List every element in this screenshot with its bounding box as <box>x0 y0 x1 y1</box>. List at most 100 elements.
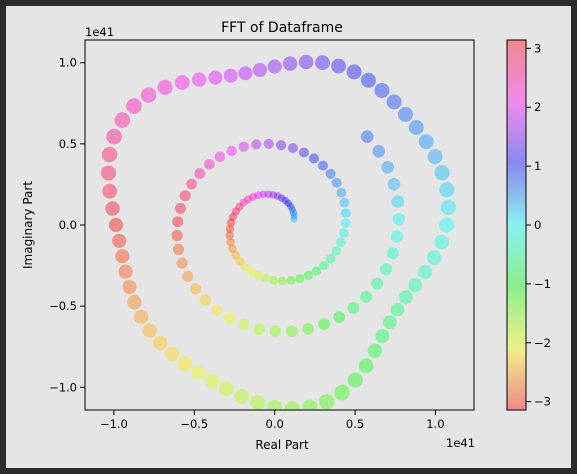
scatter-point <box>231 250 240 260</box>
scatter-point <box>254 191 263 200</box>
scatter-point <box>381 161 395 174</box>
scatter-point <box>289 209 298 217</box>
chart-title: FFT of Dataframe <box>221 20 343 36</box>
scatter-point <box>367 343 383 358</box>
scatter-point <box>318 394 335 410</box>
scatter-point <box>238 141 249 152</box>
scatter-point <box>204 373 220 389</box>
scatter-point <box>398 106 413 122</box>
scatter-point <box>358 358 374 374</box>
scatter-point <box>126 98 142 114</box>
colorbar-tick-label: 2 <box>534 100 541 114</box>
scatter-point <box>164 346 180 362</box>
scatter-point <box>106 128 122 145</box>
scatter-point <box>267 399 283 410</box>
scatter-point <box>267 59 282 74</box>
scatter-point <box>408 278 423 292</box>
scatter-point <box>269 275 279 285</box>
scatter-point <box>386 94 402 110</box>
scatter-point <box>142 323 158 338</box>
x-tick-label: 0.0 <box>266 417 284 431</box>
scatter-point <box>374 83 390 98</box>
scatter-point <box>290 212 298 220</box>
y-tick-label: 1.0 <box>59 56 77 70</box>
scatter-point <box>390 230 404 243</box>
scatter-point <box>186 178 198 190</box>
scatter-point <box>426 250 442 265</box>
y-tick-label: −1.0 <box>49 380 77 394</box>
scatter-point <box>315 55 330 71</box>
scatter-point <box>331 177 342 188</box>
scatter-point <box>302 323 314 335</box>
scatter-point <box>399 290 413 305</box>
scatter-point <box>228 244 237 253</box>
scatter-point <box>127 295 142 310</box>
y-tick-label: 0.5 <box>59 137 77 151</box>
scatter-point <box>253 270 263 280</box>
scatter-point <box>231 207 240 216</box>
scatter-point <box>112 233 127 248</box>
scatter-point <box>250 395 266 410</box>
x-tick-label: 1.0 <box>426 417 444 431</box>
scatter-point <box>290 215 298 223</box>
scatter-point <box>114 112 131 128</box>
scatter-point <box>284 199 292 207</box>
x-axis-label: Real Part <box>255 438 309 452</box>
scatter-point <box>340 218 351 229</box>
scatter-point <box>204 159 215 170</box>
x-offset-label: 1e41 <box>446 436 475 450</box>
scatter-point <box>298 54 314 70</box>
scatter-point <box>261 273 271 283</box>
scatter-point <box>361 72 376 88</box>
scatter-point <box>182 270 194 282</box>
scatter-point <box>226 218 236 227</box>
scatter-point <box>346 64 362 80</box>
y-offset-label: 1e41 <box>85 25 114 39</box>
scatter-point <box>211 304 223 316</box>
scatter-point <box>375 329 390 344</box>
scatter-point <box>331 58 346 74</box>
scatter-point <box>427 149 443 165</box>
scatter-point <box>434 165 450 181</box>
scatter-point <box>273 192 282 200</box>
y-axis-label: Imaginary Part <box>21 181 35 269</box>
scatter-point <box>152 335 168 351</box>
scatter-point <box>199 294 211 306</box>
colorbar-tick-label: 0 <box>534 218 541 232</box>
scatter-point <box>440 199 456 215</box>
scatter-point <box>281 196 289 205</box>
colorbar <box>506 39 527 411</box>
y-tick-label: −0.5 <box>49 299 77 313</box>
colorbar-ticks: −3 −2 −1 0 1 2 3 <box>526 41 551 409</box>
scatter-point <box>386 247 399 260</box>
scatter-point <box>295 274 305 283</box>
scatter-point <box>115 249 130 264</box>
scatter-point <box>252 63 267 77</box>
scatter-point <box>238 66 253 81</box>
x-tick-label: −1.0 <box>100 417 128 431</box>
scatter-point <box>380 263 393 276</box>
scatter-point <box>372 145 386 158</box>
scatter-point <box>318 318 330 330</box>
y-tick-label: 0.0 <box>59 218 77 232</box>
scatter-point <box>347 301 360 314</box>
scatter-point <box>360 130 374 143</box>
scatter-point <box>319 260 329 271</box>
scatter-point <box>219 381 234 397</box>
scatter-point <box>434 234 450 250</box>
scatter-point <box>286 325 298 338</box>
scatter-point <box>225 231 234 240</box>
scatter-point <box>339 228 349 238</box>
scatter-point <box>282 56 298 71</box>
x-tick-label: −0.5 <box>180 417 208 431</box>
colorbar-tick-label: 1 <box>534 159 541 173</box>
scatter-point <box>214 151 226 163</box>
scatter-point <box>190 283 202 295</box>
scatter-point <box>340 208 351 218</box>
scatter-point <box>325 168 336 179</box>
figure-background <box>6 6 571 468</box>
scatter-point <box>277 276 287 286</box>
scatter-point <box>287 143 298 153</box>
scatter-point <box>347 372 363 388</box>
